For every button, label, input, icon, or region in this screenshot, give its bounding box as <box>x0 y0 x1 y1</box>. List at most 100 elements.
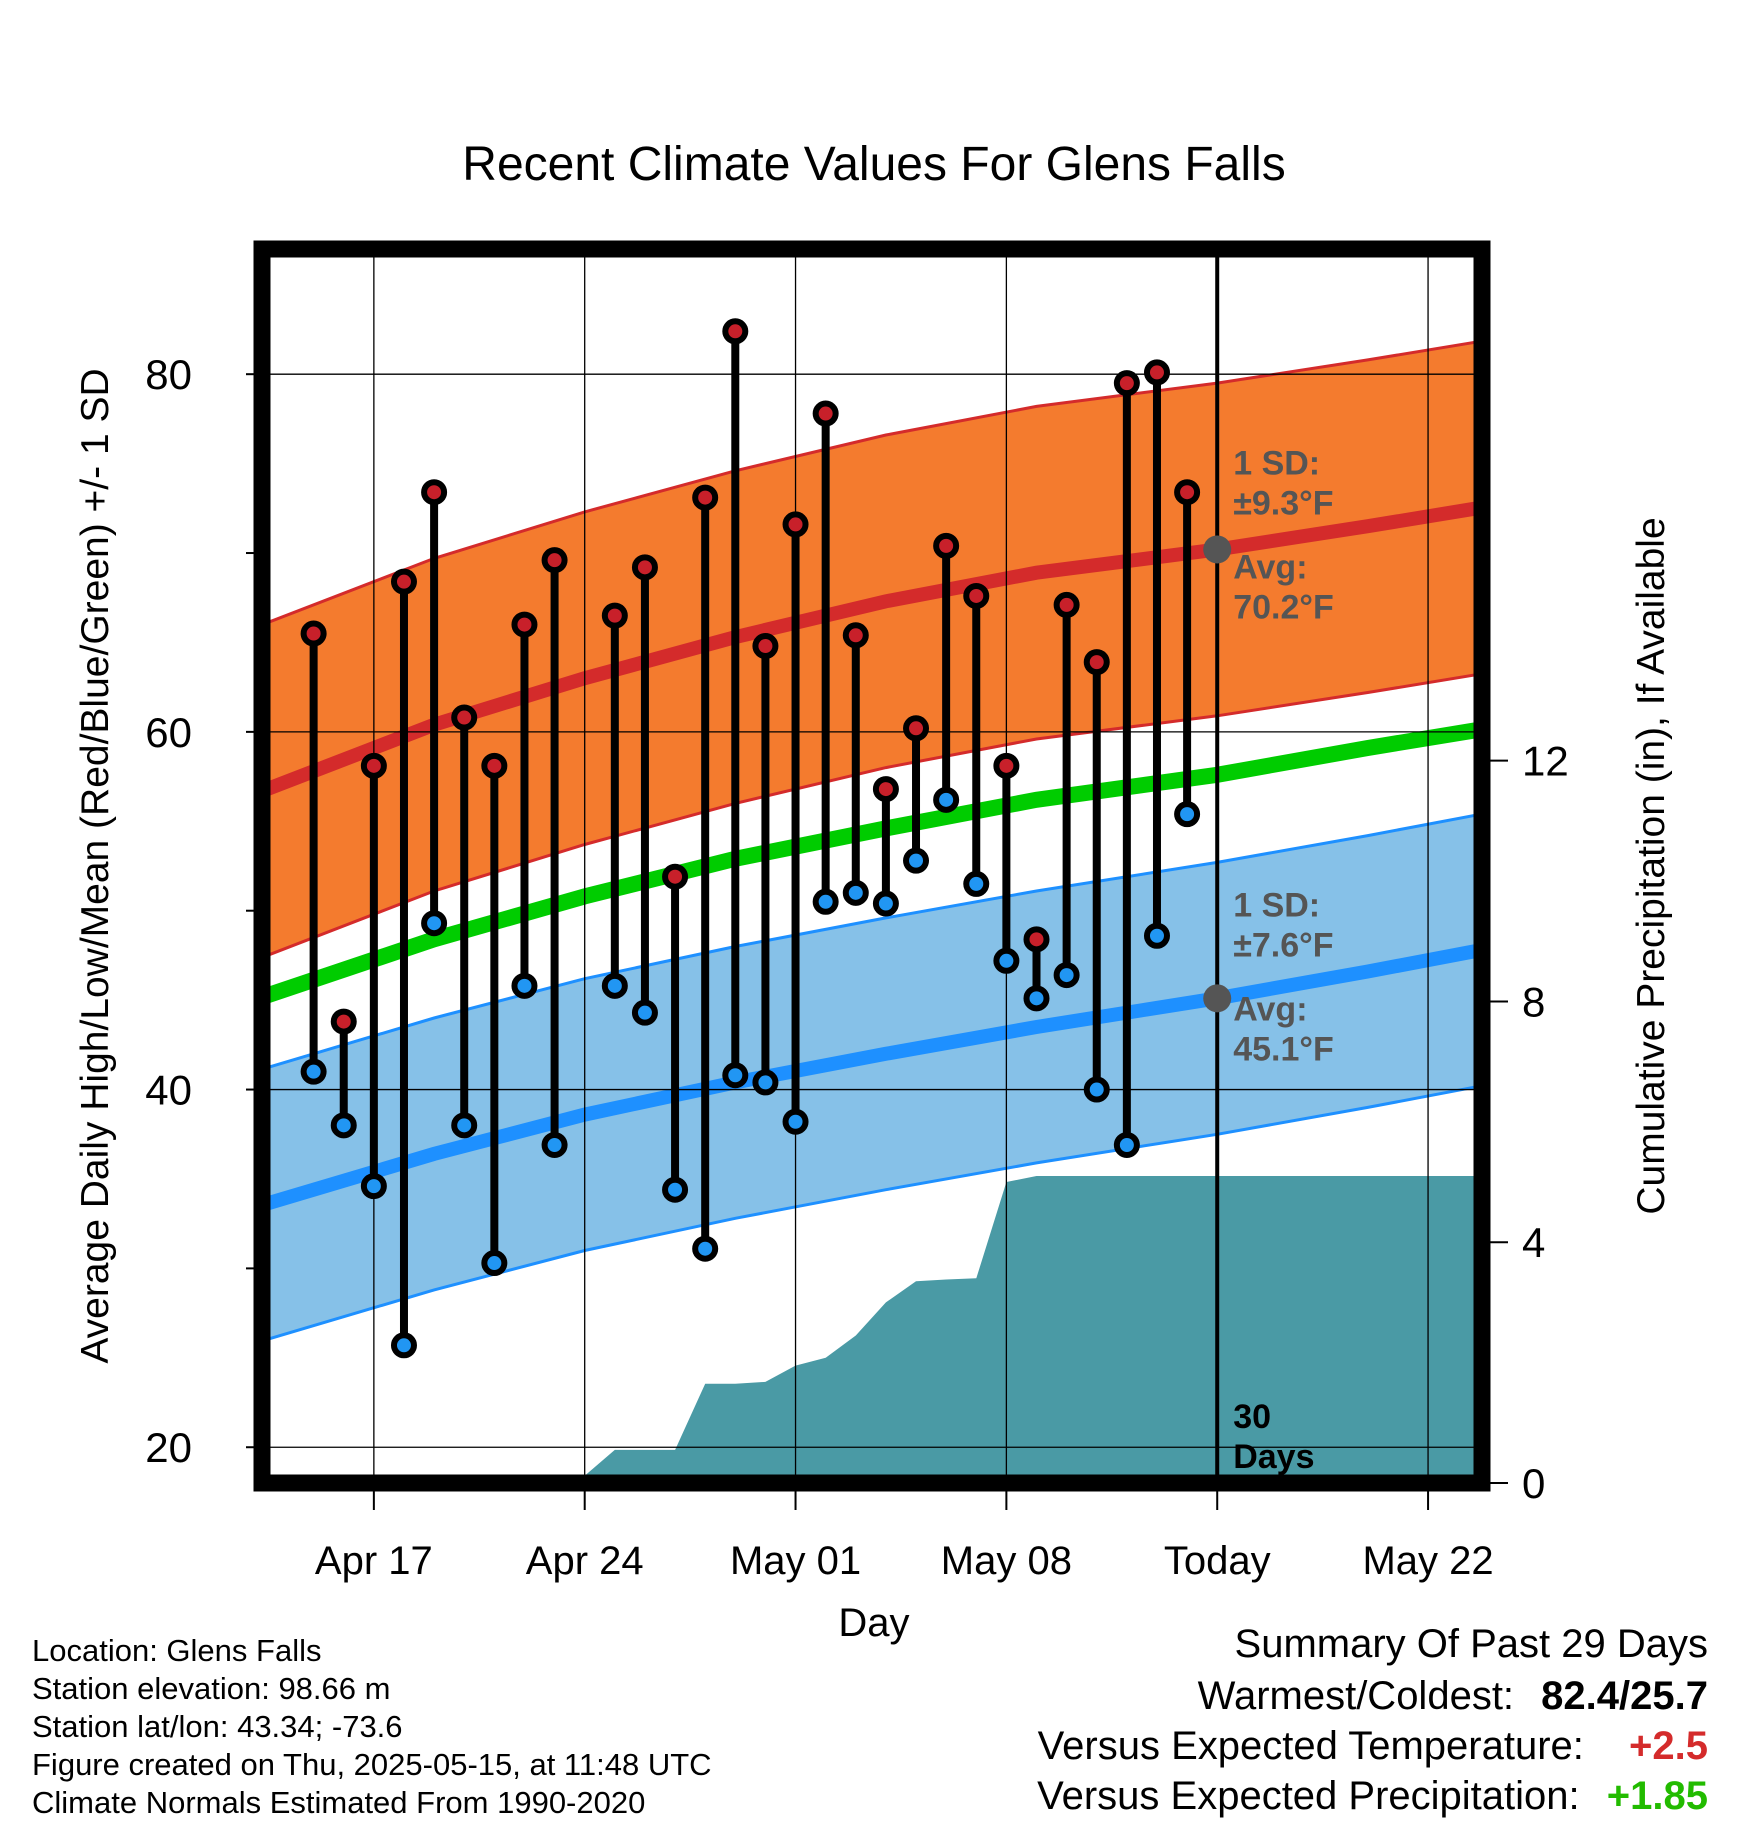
low-avg-annotation: 45.1°F <box>1233 1030 1334 1068</box>
high-temp-dot <box>360 752 387 779</box>
y-tick-label: 60 <box>145 709 192 756</box>
low-temp-dot <box>842 879 869 906</box>
high-temp-dot <box>692 484 719 511</box>
chart-title: Recent Climate Values For Glens Falls <box>462 138 1285 191</box>
low-temp-dot <box>541 1131 568 1158</box>
low-temp-dot <box>662 1176 689 1203</box>
high-temp-dot <box>541 547 568 574</box>
low-temp-dot <box>631 999 658 1026</box>
precip-value: +1.85 <box>1606 1774 1708 1818</box>
days-window-label: Days <box>1233 1438 1314 1476</box>
high-temp-dot <box>300 620 327 647</box>
plot-frame <box>253 240 1491 1492</box>
high-temp-dot <box>451 704 478 731</box>
high-temp-dot <box>1113 370 1140 397</box>
low-temp-dot <box>1143 922 1170 949</box>
y2-tick-label: 12 <box>1522 738 1569 785</box>
high-temp-dot <box>511 611 538 638</box>
low-temp-dot <box>360 1173 387 1200</box>
high-temp-dot <box>993 752 1020 779</box>
high-temp-dot <box>631 554 658 581</box>
warmest-label: Warmest/Coldest: <box>1197 1674 1515 1718</box>
location-text: Location: Glens Falls <box>32 1633 322 1668</box>
normals-text: Climate Normals Estimated From 1990-2020 <box>32 1785 646 1820</box>
high-temp-dot <box>933 532 960 559</box>
low-temp-dot <box>421 910 448 937</box>
low-temp-dot <box>752 1069 779 1096</box>
low-temp-dot <box>722 1062 749 1089</box>
y-tick-label: 80 <box>145 351 192 398</box>
y-tick-label: 40 <box>145 1067 192 1114</box>
summary-title: Summary Of Past 29 Days <box>1234 1622 1708 1666</box>
low-temp-dot <box>481 1250 508 1277</box>
low-temp-dot <box>812 888 839 915</box>
x-tick-label: May 08 <box>941 1539 1072 1583</box>
high-temp-dot <box>1053 591 1080 618</box>
low-temp-dot <box>933 786 960 813</box>
low-temp-dot <box>782 1108 809 1135</box>
high-temp-dot <box>601 602 628 629</box>
high-temp-dot <box>812 400 839 427</box>
x-tick-label: Apr 24 <box>526 1539 644 1583</box>
y-axis-label: Average Daily High/Low/Mean (Red/Blue/Gr… <box>74 368 117 1363</box>
high-temp-dot <box>1143 359 1170 386</box>
high-temp-dot <box>963 582 990 609</box>
low-temp-dot <box>993 947 1020 974</box>
low-temp-dot <box>692 1235 719 1262</box>
low-temp-dot <box>601 972 628 999</box>
low-temp-dot <box>330 1112 357 1139</box>
high-temp-dot <box>481 752 508 779</box>
high-temp-dot <box>1174 479 1201 506</box>
temp-label: Versus Expected Temperature: <box>1037 1724 1584 1768</box>
high-sd-annotation: ±9.3°F <box>1233 484 1333 522</box>
high-temp-dot <box>330 1008 357 1035</box>
high-temp-dot <box>903 715 930 742</box>
high-temp-dot <box>752 633 779 660</box>
y2-tick-label: 0 <box>1522 1460 1545 1507</box>
high-temp-dot <box>421 479 448 506</box>
summary-temperature: Versus Expected Temperature: +2.5 <box>1038 1724 1708 1769</box>
x-tick-label: Today <box>1164 1539 1271 1583</box>
high-avg-annotation: 70.2°F <box>1233 588 1334 626</box>
cumulative-precip-area <box>262 1176 1482 1483</box>
y2-tick-label: 4 <box>1522 1219 1545 1266</box>
precip-label: Versus Expected Precipitation: <box>1037 1774 1580 1818</box>
high-temp-dot <box>1083 649 1110 676</box>
low-temp-dot <box>1174 801 1201 828</box>
low-sd-annotation: 1 SD: <box>1233 886 1320 924</box>
low-temp-dot <box>1113 1131 1140 1158</box>
warmest-value: 82.4/25.7 <box>1541 1674 1708 1718</box>
low-temp-dot <box>903 847 930 874</box>
low-temp-dot <box>300 1058 327 1085</box>
days-window-label: 30 <box>1233 1398 1271 1436</box>
x-tick-label: May 22 <box>1362 1539 1493 1583</box>
high-avg-annotation: Avg: <box>1233 548 1307 586</box>
low-temp-dot <box>390 1332 417 1359</box>
x-tick-label: Apr 17 <box>315 1539 433 1583</box>
normal-high-line <box>262 500 1482 799</box>
normal-low-line <box>262 942 1482 1213</box>
low-temp-dot <box>963 870 990 897</box>
axes: 20 40 60 80 0 4 8 12 Apr 17 Apr 24 May 01 May 08 Tod… <box>145 351 1568 1583</box>
high-temp-dot <box>872 776 899 803</box>
temp-value: +2.5 <box>1629 1724 1708 1768</box>
y2-tick-label: 8 <box>1522 978 1545 1025</box>
summary-warmest: Warmest/Coldest: 82.4/25.7 <box>1198 1674 1708 1719</box>
y2-axis-label: Cumulative Precipitation (in), If Availa… <box>1630 517 1673 1214</box>
x-axis-label: Day <box>838 1601 909 1645</box>
today-normal-low-marker <box>1203 984 1232 1013</box>
elevation-text: Station elevation: 98.66 m <box>32 1671 391 1706</box>
low-avg-annotation: Avg: <box>1233 990 1307 1028</box>
high-temp-dot <box>842 622 869 649</box>
high-temp-dot <box>722 318 749 345</box>
today-normal-high-marker <box>1203 535 1232 564</box>
high-temp-dot <box>1023 926 1050 953</box>
low-temp-dot <box>451 1112 478 1139</box>
high-temp-dot <box>390 568 417 595</box>
x-tick-label: May 01 <box>730 1539 861 1583</box>
low-temp-dot <box>1023 985 1050 1012</box>
y-tick-label: 20 <box>145 1424 192 1471</box>
summary-precipitation: Versus Expected Precipitation: +1.85 <box>1037 1774 1708 1819</box>
low-temp-dot <box>1083 1076 1110 1103</box>
